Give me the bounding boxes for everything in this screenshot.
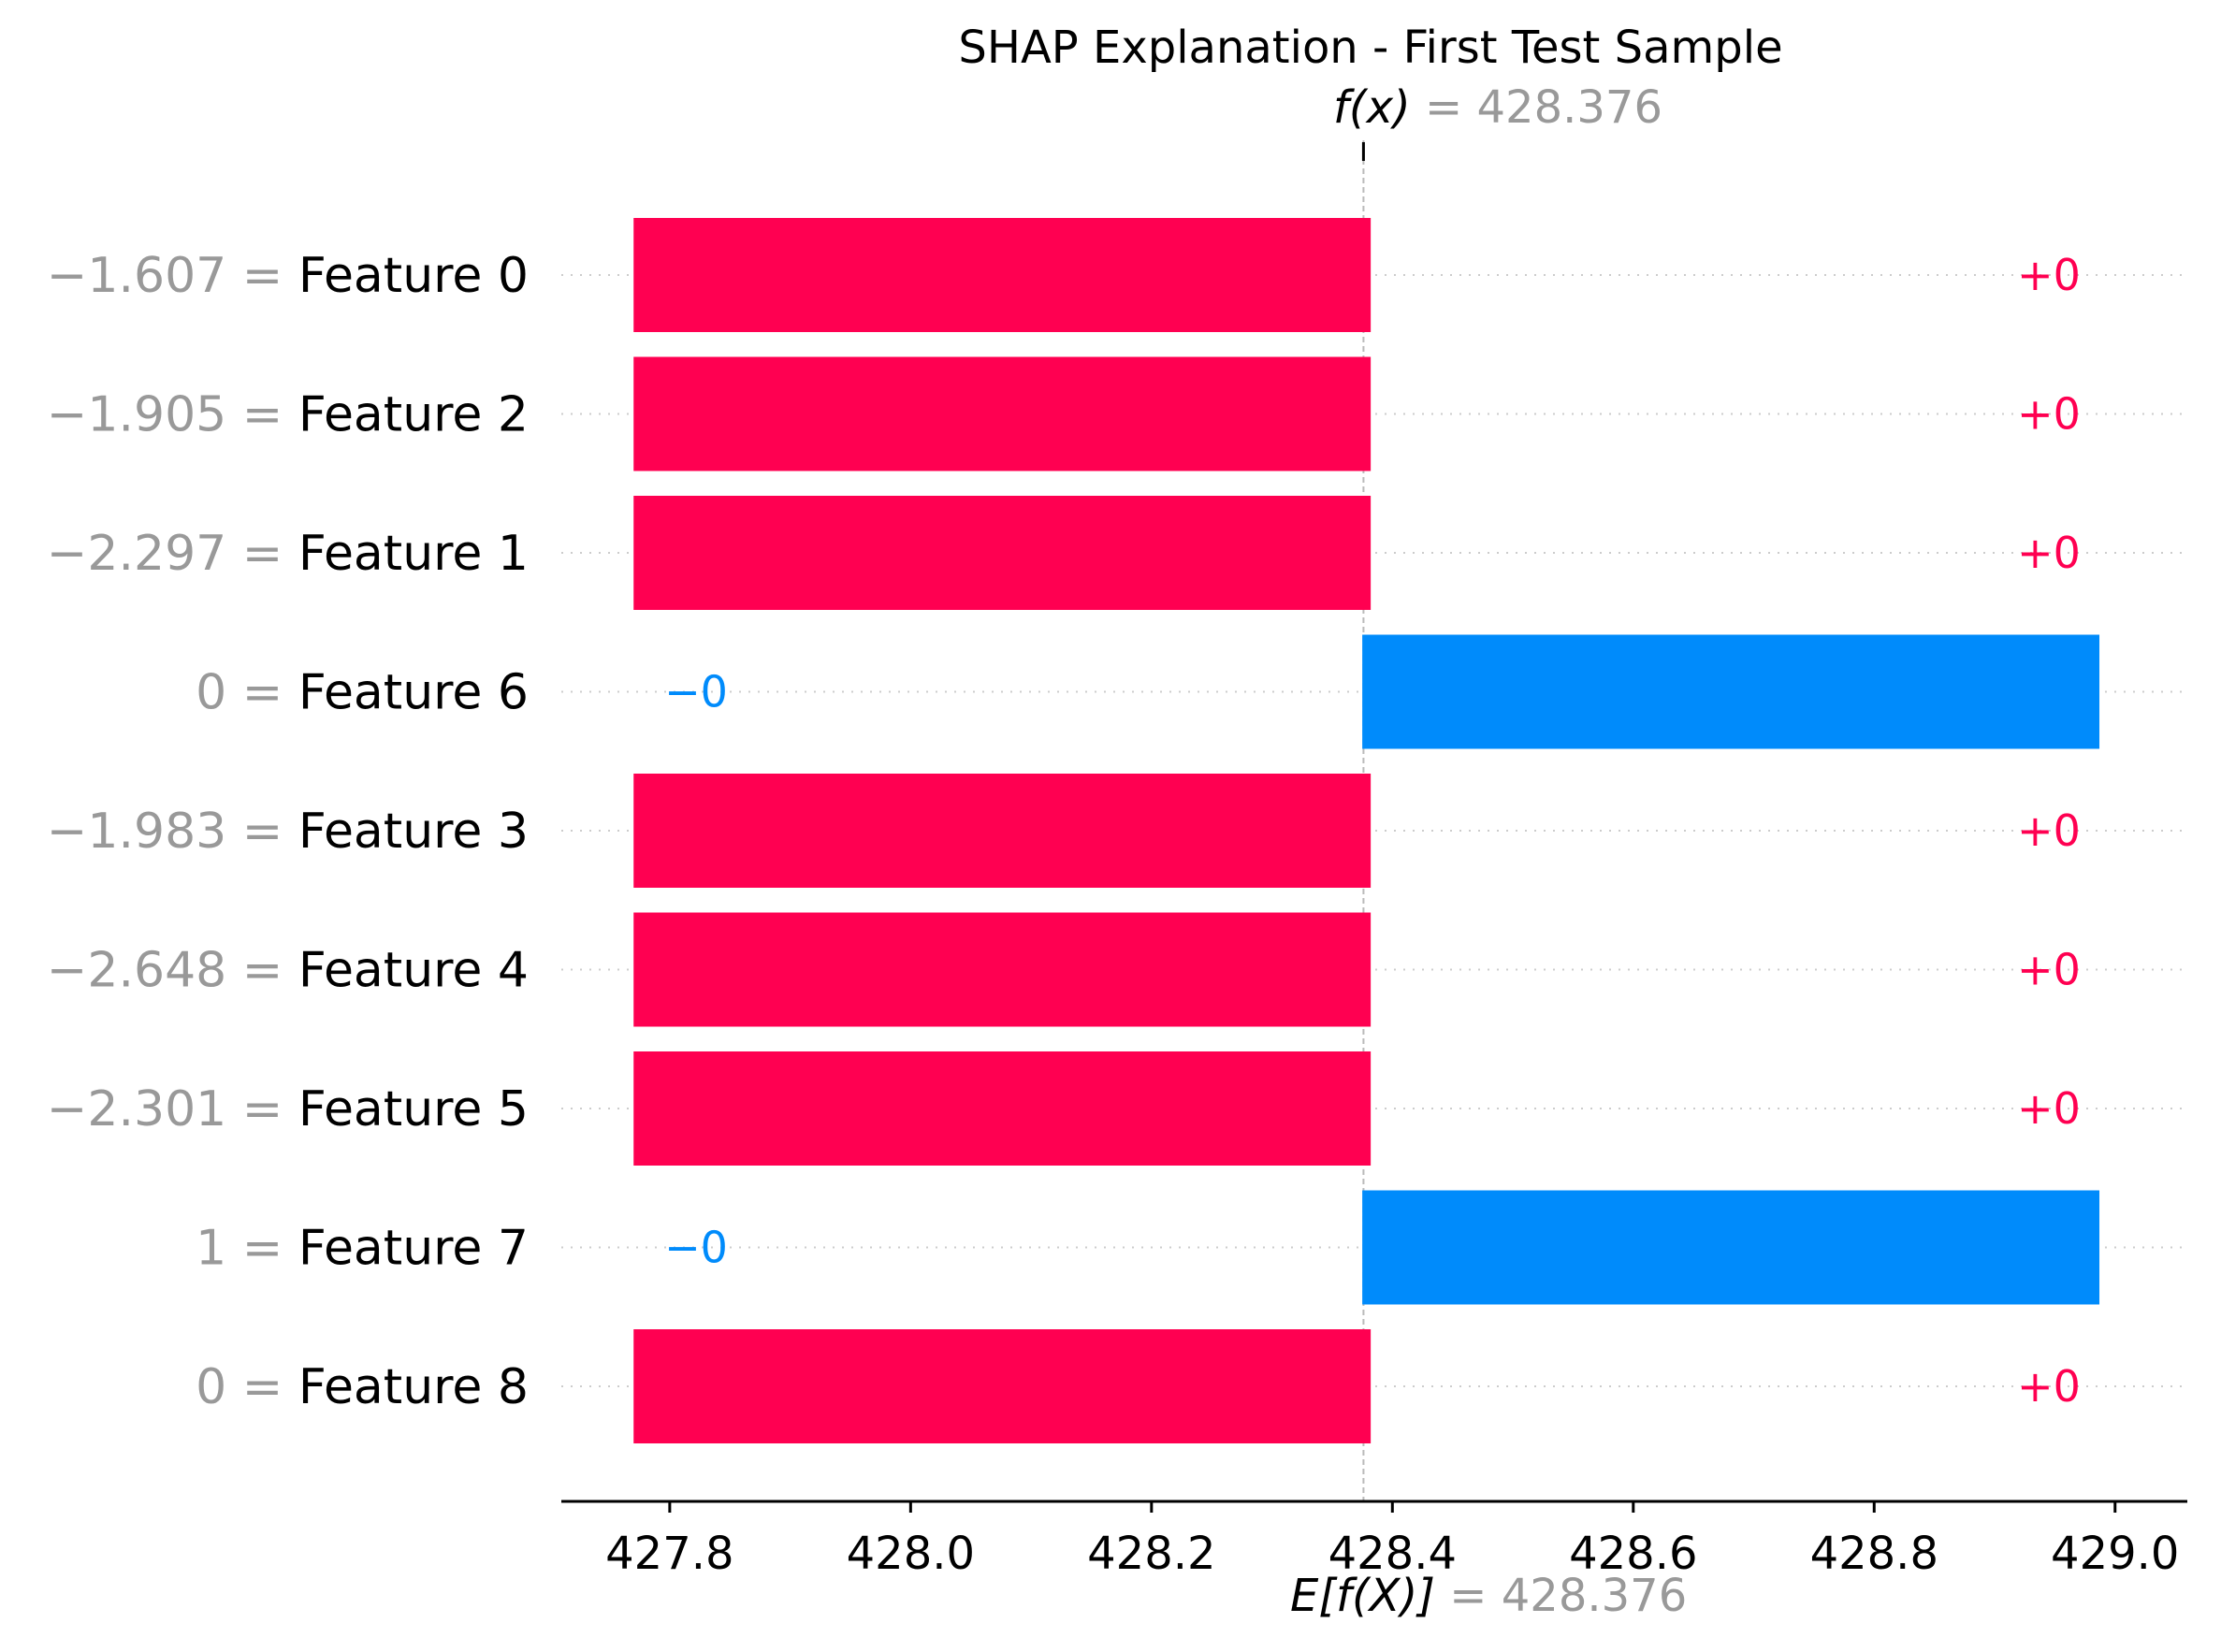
feature-name: Feature 8: [298, 1359, 529, 1415]
x-tick-label: 428.2: [1087, 1528, 1215, 1580]
feature-name: Feature 6: [298, 665, 529, 721]
expected-value-annotation: E[f(X)] = 428.376: [1290, 1570, 1687, 1622]
bar-value-label: +0: [2017, 945, 2081, 995]
x-tick-label: 428.6: [1569, 1528, 1697, 1580]
bar-value-label: +0: [2017, 250, 2081, 300]
feature-label: −1.905 = Feature 2: [47, 387, 529, 443]
fx-value: 428.376: [1477, 81, 1663, 134]
feature-label: 1 = Feature 7: [196, 1221, 529, 1277]
shap-bar: [633, 356, 1372, 471]
x-tick-label: 427.8: [605, 1528, 733, 1580]
x-tick-label: 429.0: [2051, 1528, 2179, 1580]
x-axis: 427.8 428.0 428.2 428.4 428.6 428.8 429.0: [561, 1500, 2187, 1580]
feature-equals: =: [226, 1221, 298, 1277]
feature-label: −2.648 = Feature 4: [47, 943, 529, 999]
fx-annotation: f(x) = 428.376: [1333, 81, 1662, 134]
feature-equals: =: [226, 387, 298, 443]
feature-name: Feature 3: [298, 804, 529, 860]
shap-bar: [633, 1051, 1372, 1166]
shap-bar: [633, 1329, 1372, 1443]
feature-label: −2.301 = Feature 5: [47, 1081, 529, 1138]
feature-name: Feature 1: [298, 526, 529, 582]
feature-label: −2.297 = Feature 1: [47, 526, 529, 582]
shap-bar: [633, 496, 1372, 610]
feature-value: 0: [196, 1359, 226, 1415]
feature-equals: =: [226, 804, 298, 860]
shap-bar: [1362, 634, 2100, 749]
bar-value-label: +0: [2017, 1083, 2081, 1134]
feature-equals: =: [226, 665, 298, 721]
feature-label: −1.983 = Feature 3: [47, 804, 529, 860]
bar-value-label: −0: [664, 667, 728, 717]
bar-value-label: +0: [2017, 389, 2081, 440]
feature-value: −2.301: [47, 1081, 226, 1138]
shap-bars: [633, 218, 2100, 1443]
chart-title: SHAP Explanation - First Test Sample: [958, 22, 1782, 74]
ex-equals: =: [1449, 1570, 1501, 1622]
fx-label: f(x): [1333, 81, 1411, 134]
feature-name: Feature 2: [298, 387, 529, 443]
shap-bar: [633, 218, 1372, 332]
feature-value: −1.905: [47, 387, 226, 443]
feature-value: −1.983: [47, 804, 226, 860]
feature-name: Feature 4: [298, 943, 529, 999]
feature-equals: =: [226, 248, 298, 304]
bar-value-labels: +0 +0 +0 −0 +0 +0 +0 −0 +0: [664, 250, 2081, 1412]
ex-value: 428.376: [1502, 1570, 1688, 1622]
feature-label: −1.607 = Feature 0: [47, 248, 529, 304]
x-tick-label: 428.0: [847, 1528, 975, 1580]
bar-value-label: −0: [664, 1223, 728, 1273]
feature-equals: =: [226, 1359, 298, 1415]
feature-label: 0 = Feature 6: [196, 665, 529, 721]
feature-equals: =: [226, 526, 298, 582]
feature-value: −2.648: [47, 943, 226, 999]
ex-label: E[f(X)]: [1290, 1570, 1435, 1622]
shap-bar: [633, 774, 1372, 888]
fx-equals: =: [1425, 81, 1476, 134]
bar-value-label: +0: [2017, 528, 2081, 578]
feature-value: 1: [196, 1221, 226, 1277]
feature-name: Feature 7: [298, 1221, 529, 1277]
feature-equals: =: [226, 1081, 298, 1138]
feature-labels: −1.607 = Feature 0 −1.905 = Feature 2 −2.2…: [47, 248, 529, 1415]
feature-label: 0 = Feature 8: [196, 1359, 529, 1415]
x-tick-label: 428.4: [1328, 1528, 1457, 1580]
shap-bar: [1362, 1190, 2100, 1305]
feature-value: −2.297: [47, 526, 226, 582]
shap-bar: [633, 912, 1372, 1027]
feature-value: −1.607: [47, 248, 226, 304]
feature-value: 0: [196, 665, 226, 721]
bar-value-label: +0: [2017, 1361, 2081, 1412]
feature-name: Feature 5: [298, 1081, 529, 1138]
feature-name: Feature 0: [298, 248, 529, 304]
bar-value-label: +0: [2017, 805, 2081, 856]
x-tick-label: 428.8: [1810, 1528, 1938, 1580]
feature-equals: =: [226, 943, 298, 999]
